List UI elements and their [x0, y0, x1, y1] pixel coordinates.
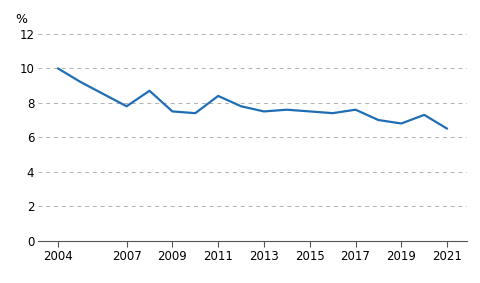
Text: %: % [15, 13, 27, 26]
